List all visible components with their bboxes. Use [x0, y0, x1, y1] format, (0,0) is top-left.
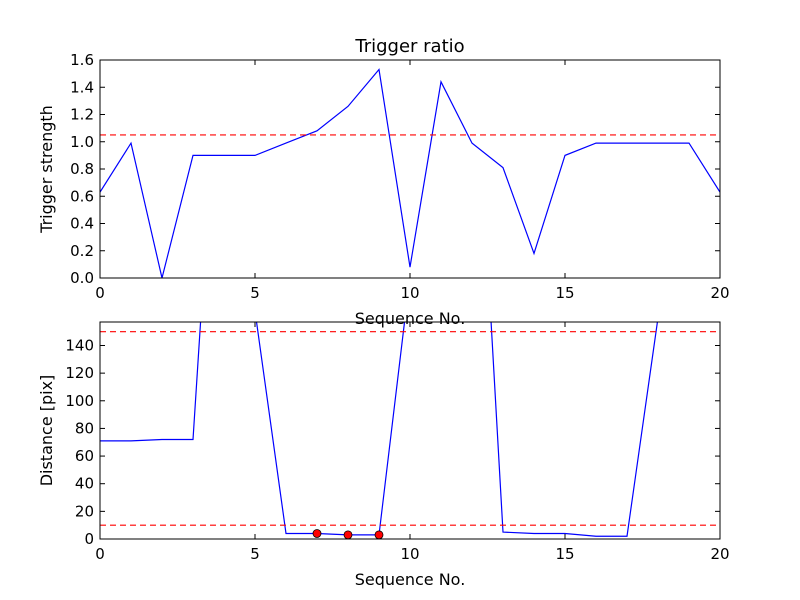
chart2-ytick-label: 140: [65, 336, 94, 354]
chart1-xtick-label: 20: [710, 284, 729, 302]
chart1-series-line: [100, 68, 720, 278]
chart1-ytick-label: 1.6: [70, 51, 94, 69]
chart2-panel: 0 5 10 15 20 0 20 40 60 80 100 120 140 Sequence No. Di…: [37, 321, 730, 589]
chart2-marker-point: [312, 529, 322, 538]
chart2-marker-point: [343, 530, 353, 540]
chart1-ytick-label: 0.2: [70, 242, 94, 260]
chart1-xlabel: Sequence No.: [355, 309, 466, 328]
chart2-xtick-label: 15: [555, 545, 574, 563]
chart1-panel: 0 5 10 15 20 0.0 0.2 0.4 0.6 0.8 1.0 1.2 1.4 1.6 Trigg…: [37, 36, 730, 328]
chart1-ytick-label: 0.6: [70, 187, 94, 205]
chart1-ytick-label: 1.4: [70, 78, 94, 96]
chart1-ytick-label: 0.4: [70, 215, 94, 233]
chart1-ytick-label: 0.0: [70, 269, 94, 287]
chart2-xtick-label: 10: [400, 545, 419, 563]
chart1-axes-frame: [99, 59, 721, 279]
chart2-xtick-label: 0: [95, 545, 105, 563]
chart1-ytick-label: 1.2: [70, 106, 94, 124]
chart1-xtick-label: 0: [95, 284, 105, 302]
chart1-xtick-label: 15: [555, 284, 574, 302]
chart2-xtick-label: 20: [710, 545, 729, 563]
chart2-xtick-label: 5: [250, 545, 260, 563]
chart1-ytick-label: 1.0: [70, 133, 94, 151]
chart1-ytick-label: 0.8: [70, 160, 94, 178]
chart2-xlabel: Sequence No.: [355, 570, 466, 589]
chart2-series-line: [100, 322, 659, 537]
chart2-ytick-label: 0: [84, 530, 94, 548]
chart2-ytick-label: 20: [75, 502, 94, 520]
chart2-marker-point: [374, 530, 384, 540]
chart1-xtick-label: 5: [250, 284, 260, 302]
chart1-xtick-label: 10: [400, 284, 419, 302]
chart2-ylabel: Distance [pix]: [37, 375, 56, 487]
chart2-ytick-label: 40: [75, 475, 94, 493]
chart2-ytick-label: 80: [75, 419, 94, 437]
chart2-ytick-label: 60: [75, 447, 94, 465]
chart1-title: Trigger ratio: [354, 36, 464, 57]
chart2-ytick-label: 100: [65, 392, 94, 410]
chart2-ytick-label: 120: [65, 364, 94, 382]
chart1-ylabel: Trigger strength: [37, 105, 56, 234]
